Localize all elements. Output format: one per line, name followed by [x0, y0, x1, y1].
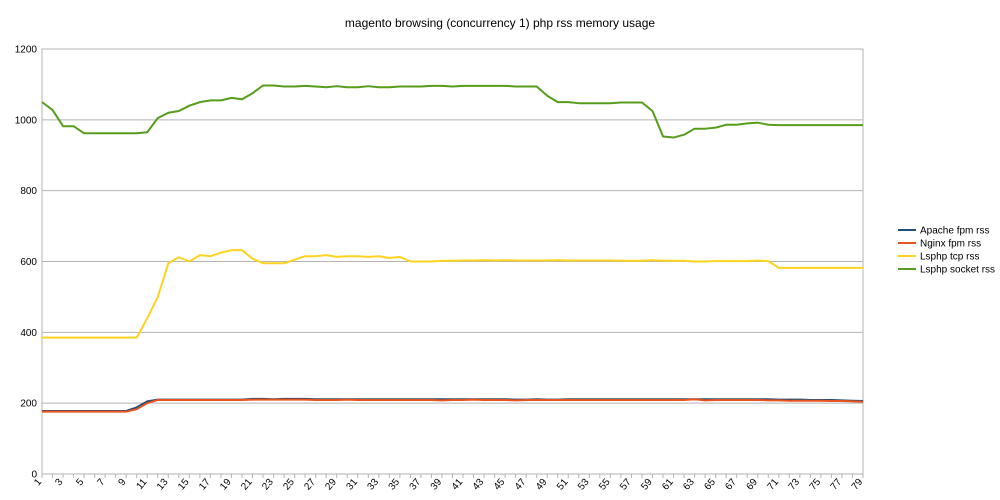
legend: Apache fpm rss Nginx fpm rss Lsphp tcp rss…	[898, 226, 995, 276]
x-tick-label: 79	[850, 477, 866, 493]
x-tick-label: 35	[387, 477, 403, 493]
x-tick-label: 3	[53, 477, 65, 489]
legend-label: Lsphp tcp rss	[920, 252, 979, 263]
x-tick-label: 5	[74, 477, 86, 489]
x-tick-label: 43	[471, 477, 487, 493]
x-tick-label: 7	[95, 477, 107, 489]
x-tick-label: 65	[702, 477, 718, 493]
x-tick-label: 37	[408, 477, 424, 493]
y-tick-label: 800	[20, 186, 37, 197]
x-tick-label: 77	[829, 477, 845, 493]
x-tick-label: 11	[134, 477, 149, 492]
x-tick-label: 73	[787, 477, 803, 493]
chart-title: magento browsing (concurrency 1) php rss…	[345, 16, 655, 30]
x-tick-label: 47	[513, 477, 529, 493]
x-tick-label: 49	[534, 477, 550, 493]
x-tick-label: 51	[555, 477, 571, 493]
x-tick-label: 69	[744, 477, 760, 493]
x-tick-label: 1	[32, 477, 44, 489]
legend-label: Lsphp socket rss	[920, 265, 995, 276]
x-tick-label: 15	[176, 477, 192, 493]
x-tick-label: 59	[639, 477, 655, 493]
x-tick-label: 61	[660, 477, 676, 493]
y-tick-label: 600	[20, 257, 37, 268]
y-tick-label: 1200	[15, 45, 38, 56]
x-tick-label: 45	[492, 477, 508, 493]
gridlines	[41, 48, 864, 475]
y-tick-label: 400	[20, 328, 37, 339]
x-tick-label: 19	[218, 477, 234, 493]
x-tick-label: 75	[808, 477, 824, 493]
legend-label: Apache fpm rss	[920, 226, 989, 237]
x-tick-label: 9	[117, 477, 129, 489]
x-tick-label: 71	[766, 477, 782, 493]
x-tick-label: 39	[429, 477, 445, 493]
legend-label: Nginx fpm rss	[920, 239, 981, 250]
x-tick-label: 21	[239, 477, 255, 493]
x-tick-label: 29	[323, 477, 339, 493]
series-line-lsphp-tcp-rss	[42, 249, 863, 339]
x-tick-label: 53	[576, 477, 592, 493]
x-tick-label: 33	[366, 477, 382, 493]
x-tick-label: 27	[302, 477, 318, 493]
x-tick-label: 67	[723, 477, 739, 493]
series-line-nginx-fpm-rss	[42, 398, 864, 413]
x-tick-label: 55	[597, 477, 613, 493]
x-tick-label: 13	[155, 477, 171, 493]
x-tick-label: 63	[681, 477, 697, 493]
x-tick-label: 41	[450, 477, 466, 493]
x-tick-label: 23	[260, 477, 276, 493]
x-tick-label: 31	[344, 477, 360, 493]
series-lines	[41, 84, 864, 413]
x-tick-label: 25	[281, 477, 297, 493]
series-line-lsphp-socket-rss	[41, 84, 863, 139]
y-tick-label: 1000	[15, 115, 38, 126]
x-tick-label: 57	[618, 477, 634, 493]
y-tick-label: 0	[31, 470, 37, 481]
x-tick-label: 17	[197, 477, 213, 493]
y-tick-label: 200	[20, 399, 37, 410]
